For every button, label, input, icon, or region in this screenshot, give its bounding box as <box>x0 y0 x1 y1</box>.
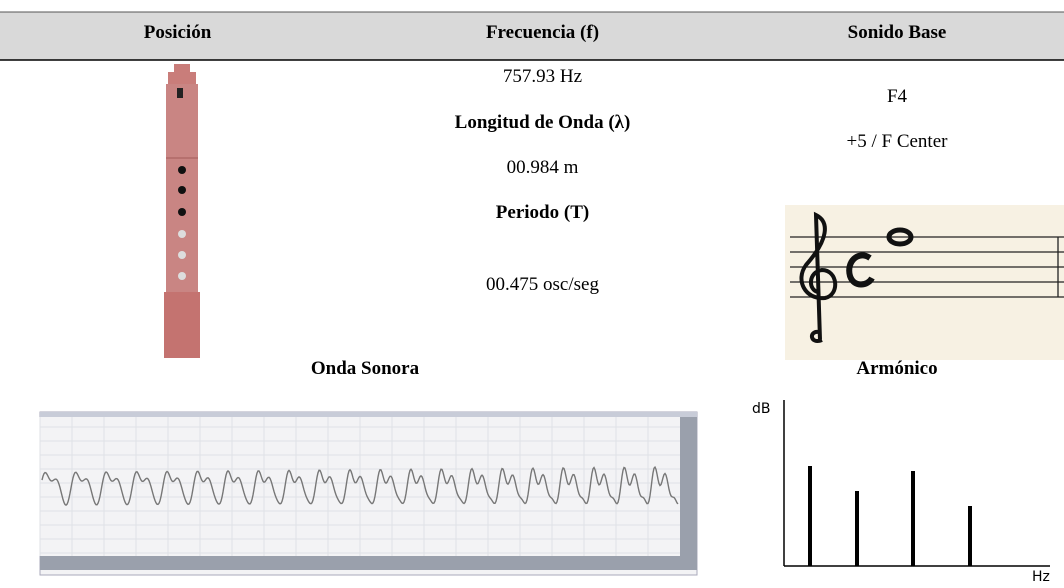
note: F4 <box>886 86 908 107</box>
section-title: Armónico <box>856 358 938 379</box>
staff <box>785 205 1064 360</box>
header: Sonido Base <box>847 22 947 43</box>
header: Frecuencia (f) <box>485 22 600 43</box>
wavelength: 00.984 m <box>506 157 579 178</box>
tuning: +5 / F Center <box>846 131 948 152</box>
period: 00.475 osc/seg <box>486 274 599 295</box>
harmonic-chart <box>783 400 1050 567</box>
axis-label: Hz <box>1032 569 1050 585</box>
axis-label: dB <box>752 401 771 417</box>
label: Longitud de Onda (λ) <box>454 112 631 133</box>
section-title: Onda Sonora <box>310 358 420 379</box>
recorder <box>164 64 200 358</box>
label: Periodo (T) <box>495 202 590 223</box>
frequency: 757.93 Hz <box>502 66 583 87</box>
header-band <box>0 12 1064 60</box>
header: Posición <box>143 22 212 43</box>
waveform <box>39 411 698 576</box>
